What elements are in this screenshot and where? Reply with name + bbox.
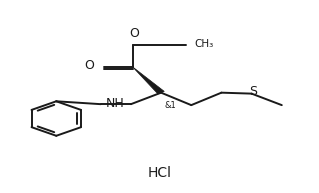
Text: &1: &1 — [164, 101, 176, 110]
Text: S: S — [249, 85, 257, 98]
Polygon shape — [132, 67, 164, 94]
Text: NH: NH — [106, 97, 124, 110]
Text: O: O — [129, 27, 139, 40]
Text: HCl: HCl — [147, 166, 172, 180]
Text: CH₃: CH₃ — [195, 39, 214, 49]
Text: O: O — [85, 59, 94, 72]
